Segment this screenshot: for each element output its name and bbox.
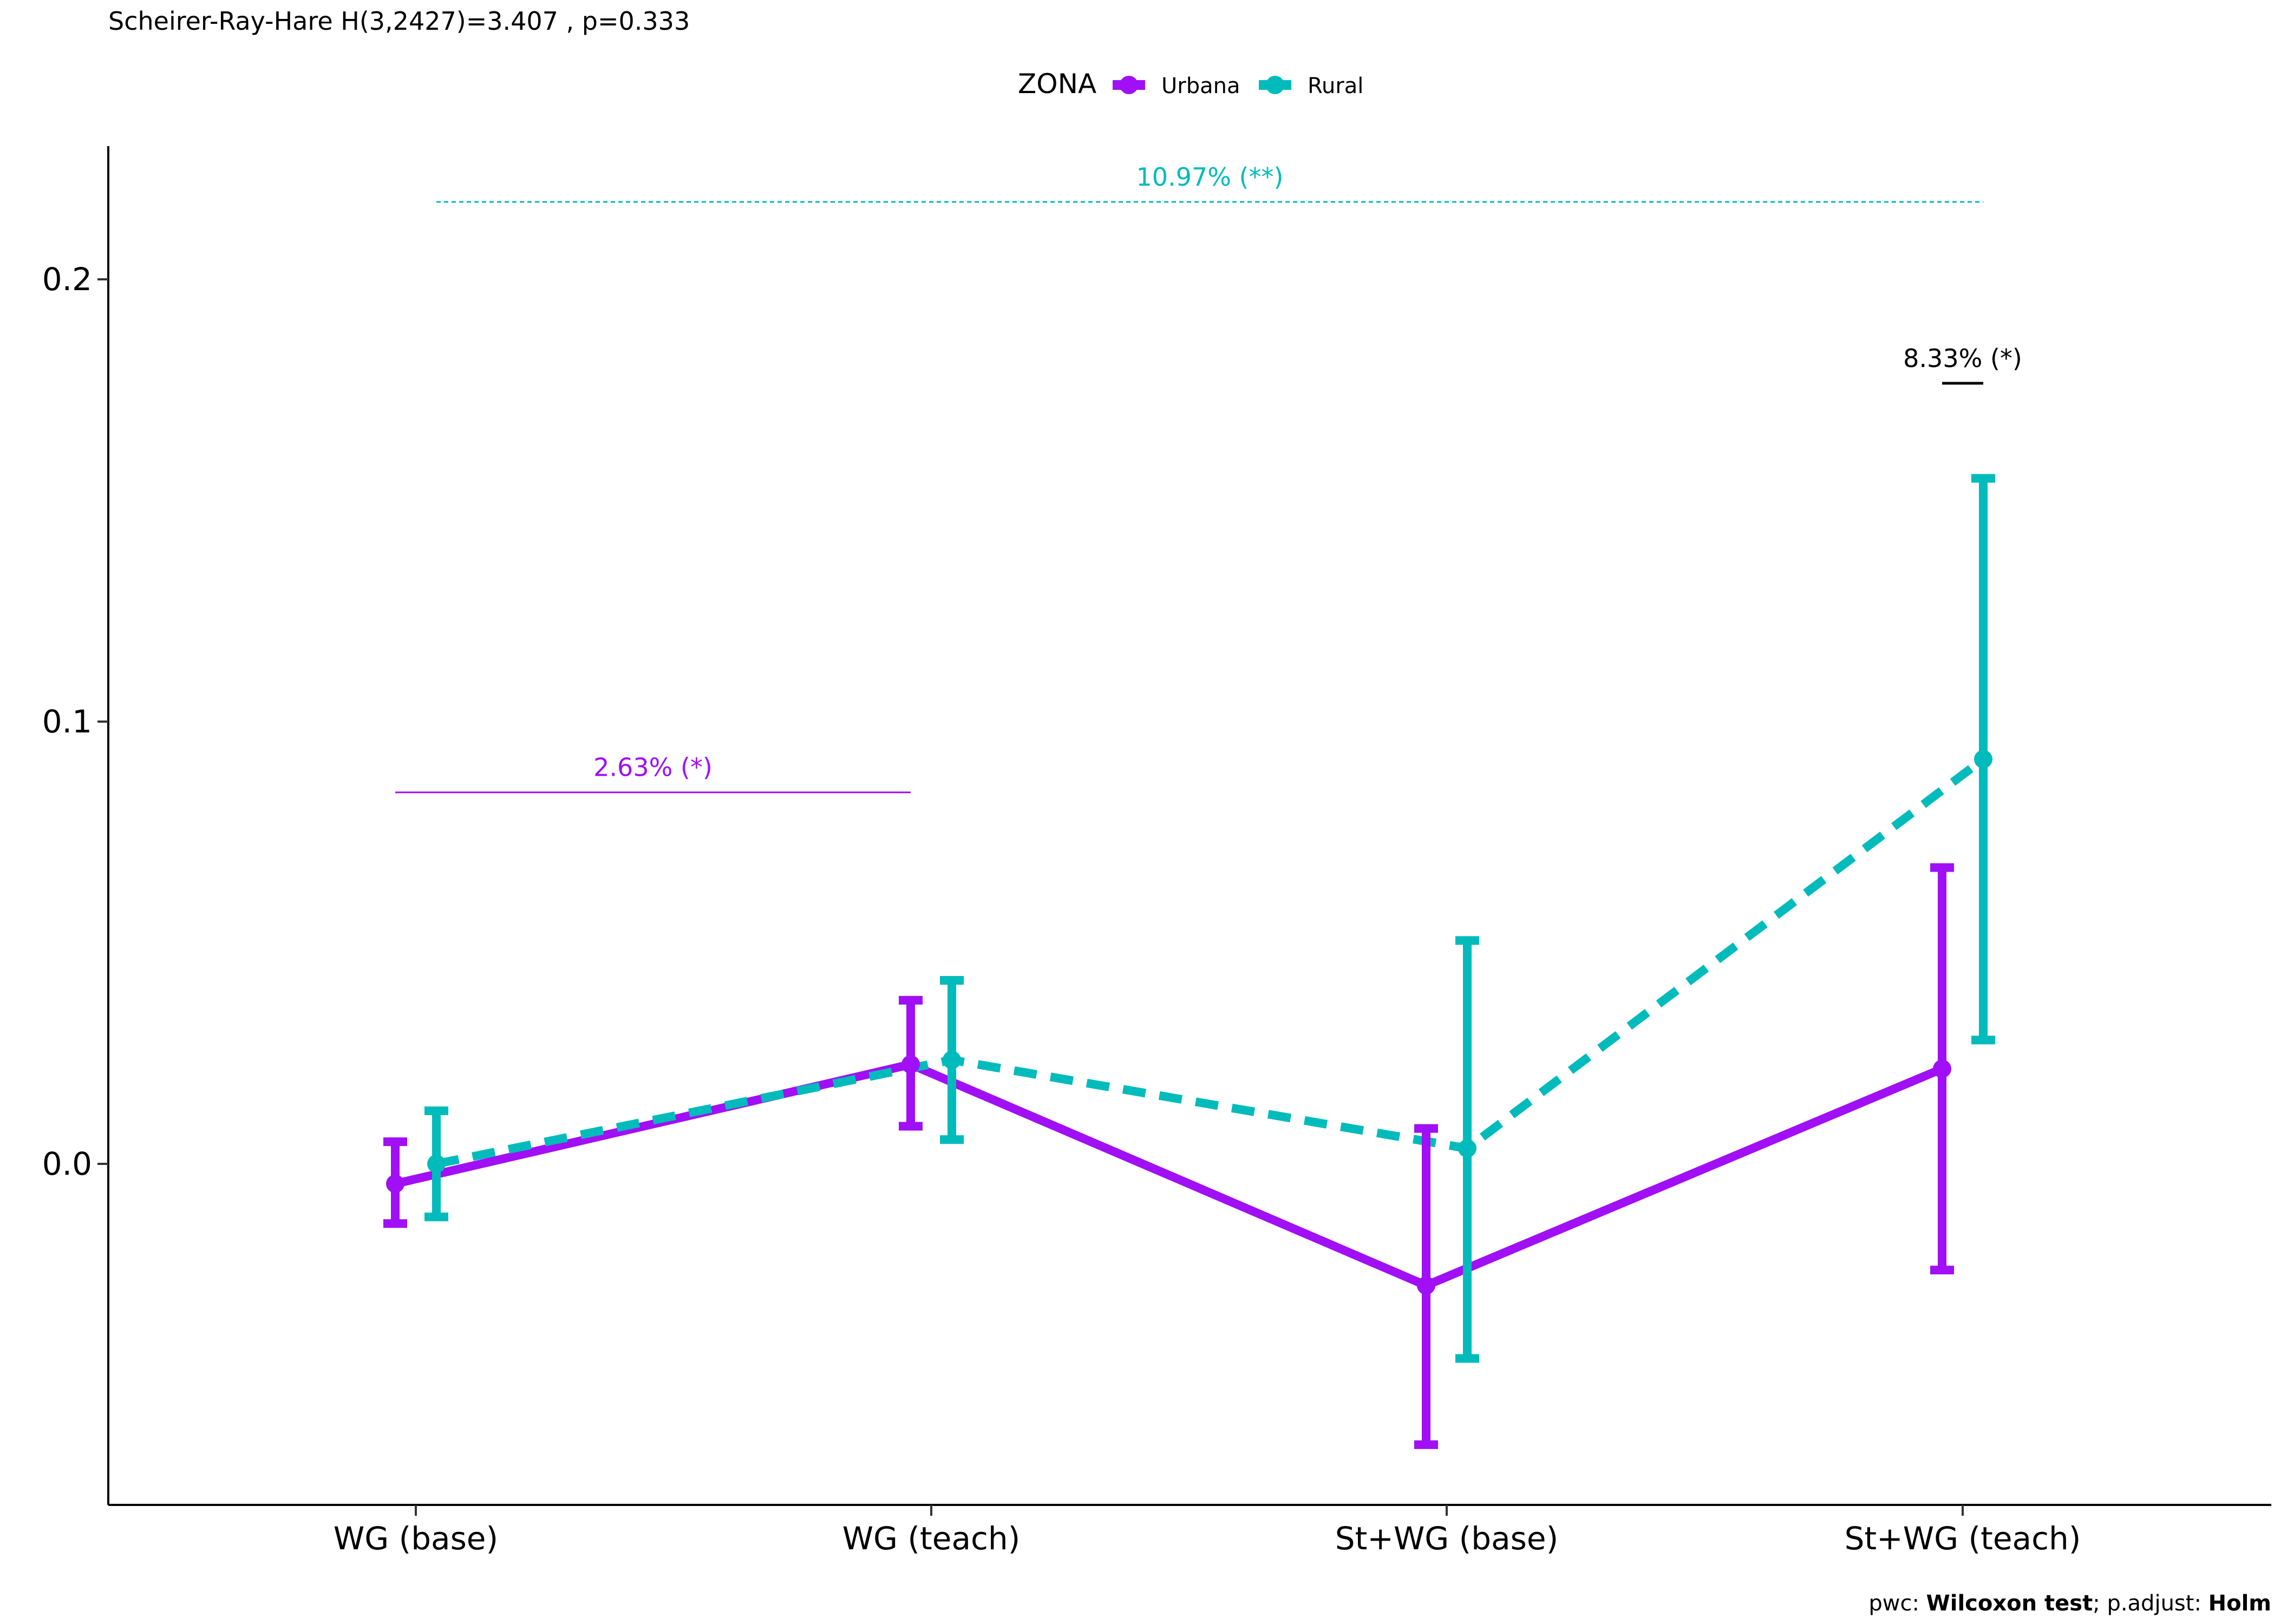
legend-key-point-rural <box>1266 76 1284 94</box>
legend-title: ZONA <box>1018 68 1096 100</box>
data-point-rural <box>1458 1139 1476 1158</box>
significance-label: 2.63% (*) <box>593 753 713 782</box>
y-tick-label: 0.1 <box>42 703 92 740</box>
significance-label: 10.97% (**) <box>1136 162 1284 192</box>
x-tick-label: WG (base) <box>334 1520 498 1557</box>
chart-caption: pwc: Wilcoxon test; p.adjust: Holm <box>1868 1591 2271 1616</box>
data-point-rural <box>427 1155 446 1173</box>
series-line-urbana <box>394 1060 1944 1290</box>
caption-part: Wilcoxon test <box>1926 1591 2093 1616</box>
data-point-urbana <box>386 1174 404 1193</box>
chart-title: Scheirer-Ray-Hare H(3,2427)=3.407 , p=0.… <box>108 6 690 36</box>
data-point-rural <box>1974 750 1992 769</box>
data-point-urbana <box>1933 1059 1951 1078</box>
legend: ZONA Urbana Rural <box>1018 68 1363 100</box>
legend-label-urbana: Urbana <box>1161 74 1240 99</box>
significance-label: 8.33% (*) <box>1903 344 2022 373</box>
x-tick-label: St+WG (teach) <box>1845 1520 2081 1557</box>
legend-label-rural: Rural <box>1308 74 1363 99</box>
x-tick-label: St+WG (base) <box>1335 1520 1558 1557</box>
data-point-urbana <box>901 1055 920 1074</box>
caption-part: ; p.adjust: <box>2093 1591 2208 1616</box>
plot-area: 0.0 0.1 0.2 WG (base) WG (teach) St+WG (base)… <box>42 146 2271 1557</box>
data-point-urbana <box>1417 1276 1435 1295</box>
caption-part: Holm <box>2208 1591 2271 1616</box>
series-line-rural <box>435 756 1986 1168</box>
y-tick-label: 0.2 <box>42 261 92 298</box>
legend-key-point-urbana <box>1120 76 1138 94</box>
caption-part: pwc: <box>1868 1591 1926 1616</box>
data-point-rural <box>943 1051 961 1070</box>
y-tick-label: 0.0 <box>42 1145 92 1182</box>
x-tick-label: WG (teach) <box>842 1520 1021 1557</box>
